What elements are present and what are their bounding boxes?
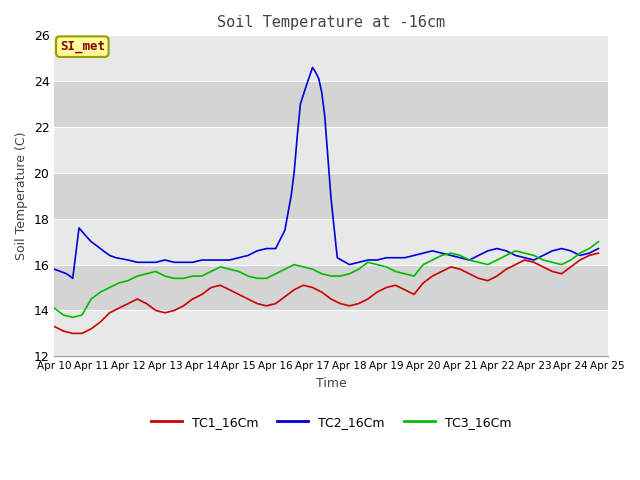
- TC3_16Cm: [235, 269, 243, 275]
- TC3_16Cm: [69, 314, 77, 320]
- TC3_16Cm: [152, 269, 159, 275]
- Bar: [54, 173, 608, 219]
- TC2_16Cm: [170, 259, 178, 265]
- TC1_16Cm: [198, 291, 205, 297]
- TC1_16Cm: [595, 250, 602, 256]
- TC2_16Cm: [51, 266, 58, 272]
- Line: TC3_16Cm: TC3_16Cm: [54, 241, 598, 317]
- TC3_16Cm: [198, 273, 205, 279]
- TC1_16Cm: [152, 308, 159, 313]
- Bar: [54, 311, 608, 356]
- Legend: TC1_16Cm, TC2_16Cm, TC3_16Cm: TC1_16Cm, TC2_16Cm, TC3_16Cm: [146, 411, 516, 434]
- TC2_16Cm: [216, 257, 224, 263]
- TC1_16Cm: [244, 296, 252, 302]
- Text: SI_met: SI_met: [60, 40, 105, 53]
- Line: TC2_16Cm: TC2_16Cm: [54, 67, 598, 278]
- Bar: [54, 264, 608, 311]
- TC2_16Cm: [595, 246, 602, 252]
- TC1_16Cm: [235, 291, 243, 297]
- TC1_16Cm: [51, 324, 58, 329]
- Title: Soil Temperature at -16cm: Soil Temperature at -16cm: [217, 15, 445, 30]
- X-axis label: Time: Time: [316, 377, 346, 390]
- Bar: [54, 81, 608, 127]
- Bar: [54, 219, 608, 264]
- TC3_16Cm: [244, 273, 252, 279]
- TC3_16Cm: [595, 239, 602, 244]
- Bar: [54, 36, 608, 81]
- TC2_16Cm: [69, 276, 77, 281]
- TC2_16Cm: [521, 255, 529, 261]
- Y-axis label: Soil Temperature (C): Soil Temperature (C): [15, 132, 28, 260]
- Bar: [54, 127, 608, 173]
- Line: TC1_16Cm: TC1_16Cm: [54, 253, 598, 334]
- TC2_16Cm: [287, 193, 295, 199]
- TC1_16Cm: [401, 287, 408, 293]
- TC2_16Cm: [327, 195, 335, 201]
- TC3_16Cm: [51, 305, 58, 311]
- TC2_16Cm: [308, 64, 316, 70]
- TC2_16Cm: [106, 252, 113, 258]
- TC1_16Cm: [69, 331, 77, 336]
- TC3_16Cm: [216, 264, 224, 270]
- TC3_16Cm: [401, 271, 408, 276]
- TC1_16Cm: [216, 282, 224, 288]
